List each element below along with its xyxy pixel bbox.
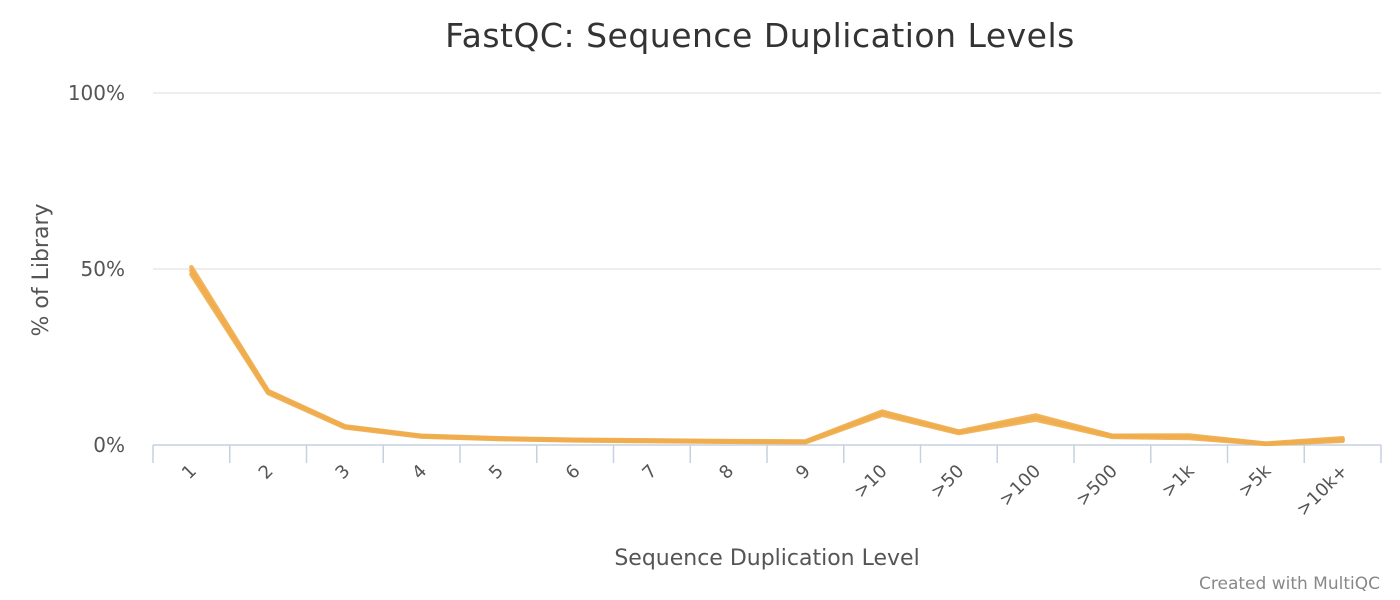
x-tick-label: 1 <box>178 461 201 484</box>
series-line[interactable] <box>189 264 1345 446</box>
y-tick-label: 50% <box>81 257 125 281</box>
x-tick-label: 6 <box>562 461 585 484</box>
series-lines <box>189 264 1345 447</box>
series-line[interactable] <box>189 272 1345 447</box>
x-tick-label: 9 <box>792 461 815 484</box>
y-axis-title: % of Library <box>29 203 54 336</box>
x-tick-label: 8 <box>715 461 738 484</box>
x-tick-label: >1k <box>1158 460 1199 501</box>
x-tick-labels: 1 2 3 4 5 6 7 8 9 >10 >50 >100 >500 >1k >5k >10k+ <box>152 445 1382 521</box>
x-tick-label: 4 <box>408 461 431 484</box>
y-tick-labels: 0% 50% 100% <box>68 81 125 457</box>
x-tick-label: >50 <box>927 461 969 503</box>
x-axis-title: Sequence Duplication Level <box>614 546 919 571</box>
x-tick-label: 5 <box>485 461 508 484</box>
x-tick-label: >10k+ <box>1292 461 1352 521</box>
x-tick-label: 3 <box>331 461 354 484</box>
series-line[interactable] <box>189 268 1345 447</box>
x-tick-label: >100 <box>995 461 1045 511</box>
y-tick-label: 0% <box>93 433 125 457</box>
x-tick-label: >500 <box>1072 461 1122 511</box>
x-tick-label: >5k <box>1234 460 1275 501</box>
x-tick-label: >10 <box>850 461 892 503</box>
x-tick-label: 7 <box>638 461 661 484</box>
credit-text[interactable]: Created with MultiQC <box>1199 574 1380 594</box>
grid-lines <box>153 92 1381 270</box>
y-tick-label: 100% <box>68 81 125 105</box>
x-tick-label: 2 <box>255 461 278 484</box>
chart-title: FastQC: Sequence Duplication Levels <box>445 16 1075 55</box>
